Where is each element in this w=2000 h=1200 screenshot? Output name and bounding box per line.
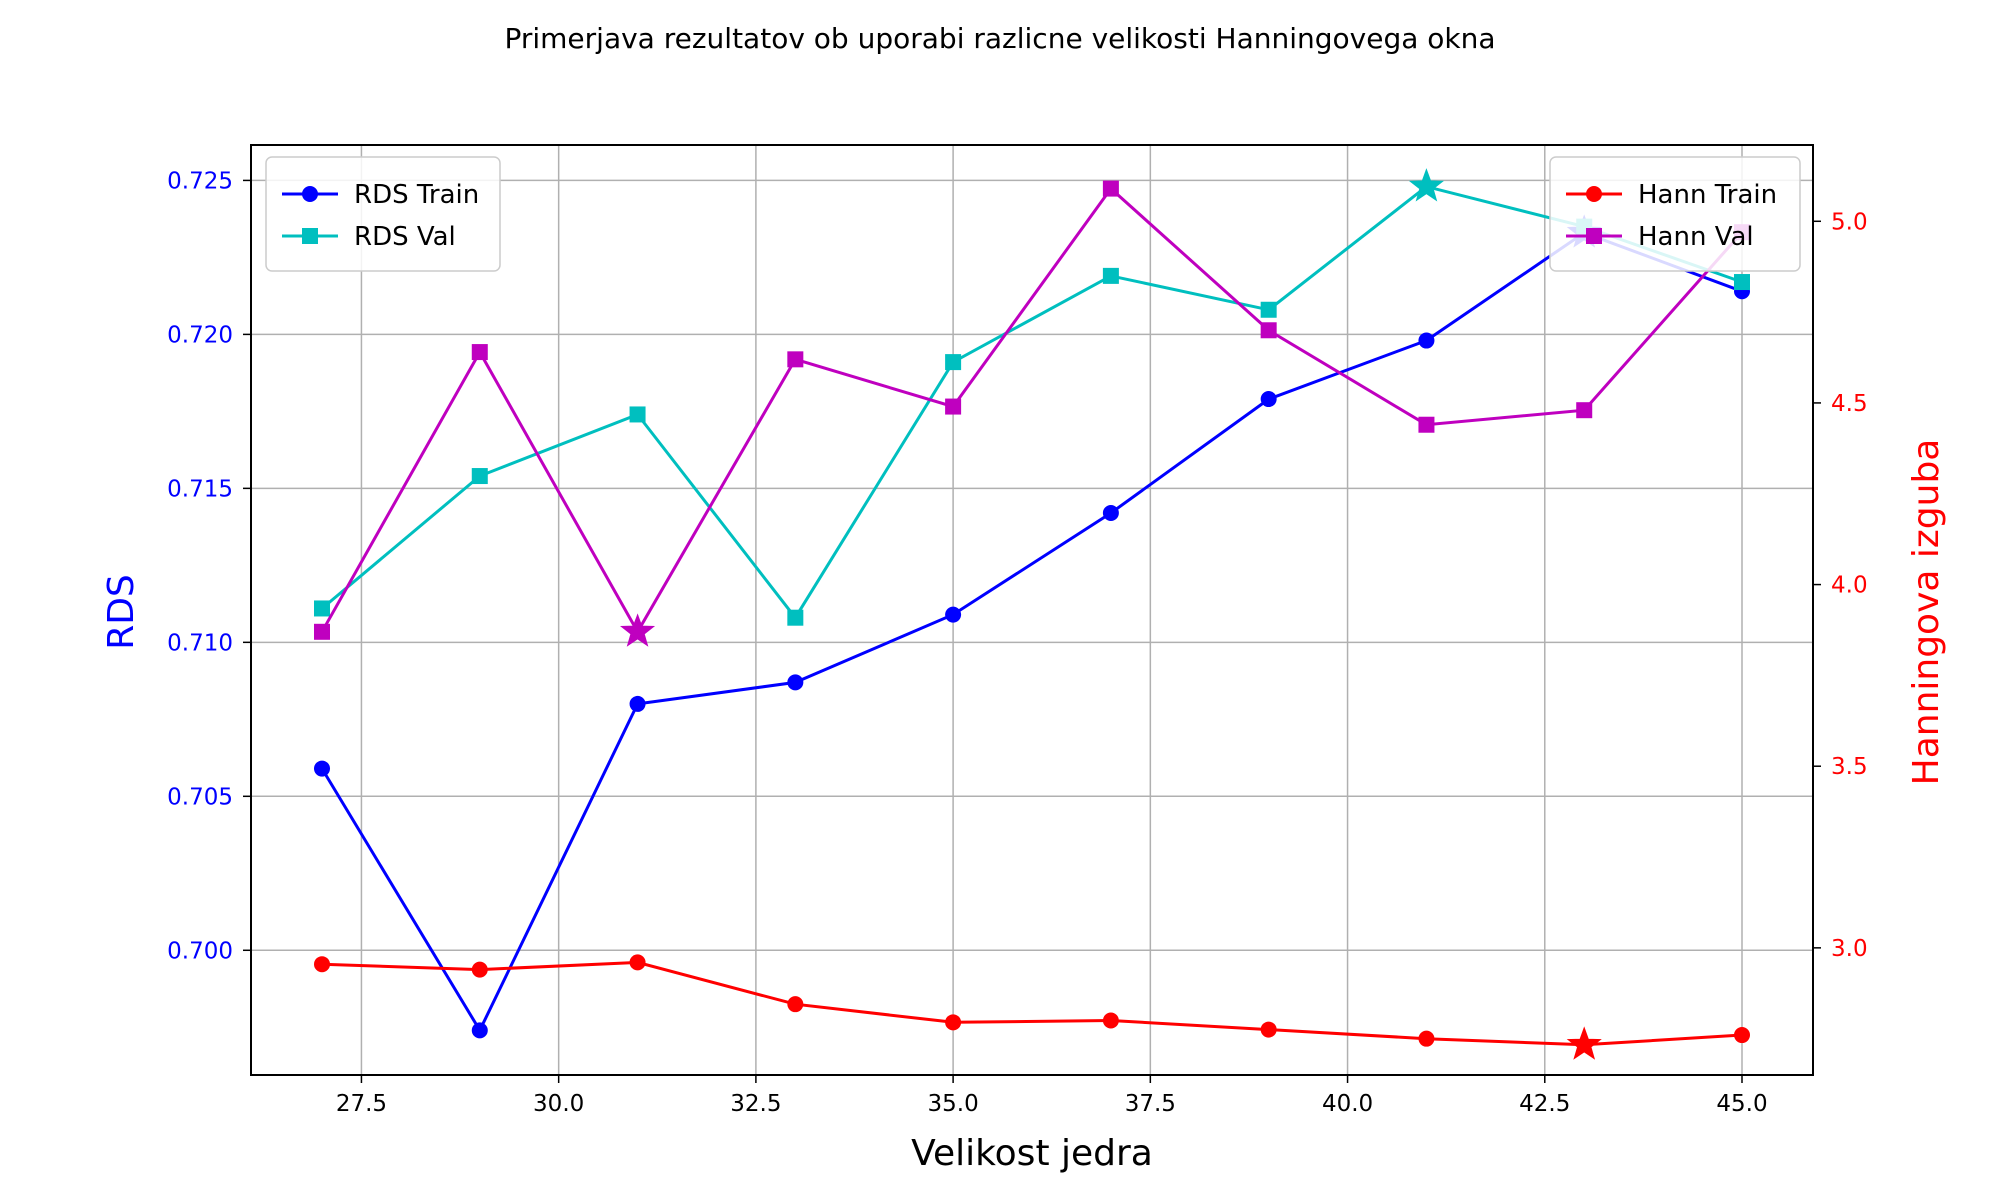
series-line [320,186,1744,635]
legend-box [1549,156,1801,272]
legend-label: Hann Train [1638,180,1777,210]
data-point [787,351,804,368]
data-point [629,695,646,712]
data-point [471,344,488,361]
data-point [945,606,962,623]
data-point [1418,332,1435,349]
data-point [945,354,962,371]
x-tick-label: 27.5 [336,1091,387,1117]
y-tick-label-left: 0.705 [167,784,233,810]
data-point [1260,301,1277,318]
best-point-star [1408,168,1444,202]
legend-left: RDS Train RDS Val [265,156,501,272]
x-tick-label: 40.0 [1322,1091,1373,1117]
y-axis-label-right: Hanningova izguba [1906,439,1947,786]
legend-label: RDS Val [354,222,456,252]
x-axis-label: Velikost jedra [911,1133,1153,1174]
x-tick-label: 42.5 [1519,1091,1570,1117]
y-tick-label-right: 3.0 [1831,936,1868,962]
legend-item: RDS Val [282,222,456,252]
series-rds-val [314,168,1750,626]
legend-marker [302,228,318,244]
data-point [471,961,488,978]
x-tick-label: 35.0 [928,1091,979,1117]
legend-box [265,156,501,272]
x-tick-label: 32.5 [730,1091,781,1117]
data-point [1102,180,1119,197]
legend-item: RDS Train [282,180,479,210]
x-tick-label: 37.5 [1125,1091,1176,1117]
y-axis-label-left: RDS [101,574,142,650]
data-point [945,1014,962,1031]
chart-title: Primerjava rezultatov ob uporabi razlicn… [504,22,1495,55]
y-tick-label-left: 0.700 [167,938,233,964]
data-point [945,398,962,415]
series-hann-val [314,180,1750,647]
legend-marker [1586,228,1602,244]
y-tick-label-right: 3.5 [1831,754,1868,780]
legend-label: Hann Val [1638,222,1754,252]
data-point [1418,416,1435,433]
plot-frame [250,144,1814,1076]
y-tick-label-left: 0.710 [167,630,233,656]
y-tick-label-left: 0.715 [167,476,233,502]
data-point [1260,1021,1277,1038]
axes: 27.5 30.0 32.5 35.0 37.5 40.0 42.5 45.0 0.700 0.7… [167,168,1867,1117]
data-point [1734,1027,1750,1044]
y-tick-label-left: 0.725 [167,168,233,194]
series-hann-train [314,954,1750,1060]
legend-marker [1586,186,1602,202]
data-point [314,600,330,617]
data-point [1734,274,1750,291]
data-point [1260,322,1277,339]
best-point-star [620,613,656,647]
data-point [787,996,804,1013]
data-point [314,760,330,777]
legend-item: Hann Train [1566,180,1777,210]
best-point-star [1566,1026,1602,1060]
plot-area [314,168,1750,1060]
data-point [1102,504,1119,521]
y-tick-label-right: 4.0 [1831,573,1868,599]
x-tick-label: 30.0 [533,1091,584,1117]
data-point [314,623,330,640]
data-point [629,954,646,971]
legend-marker [302,186,318,202]
y-tick-label-right: 5.0 [1831,209,1868,235]
grid [251,145,1813,1075]
data-point [1102,267,1119,284]
data-point [1576,402,1593,419]
y-tick-label-left: 0.720 [167,322,233,348]
data-point [787,674,804,691]
legend-item: Hann Val [1566,222,1754,252]
data-point [471,1022,488,1039]
series-rds-train [314,214,1750,1039]
data-point [629,406,646,423]
data-point [1102,1012,1119,1029]
series-line [320,231,1743,1034]
data-point [787,609,804,626]
x-tick-label: 45.0 [1716,1091,1767,1117]
data-point [1418,1030,1435,1047]
data-point [1260,391,1277,408]
y-tick-label-right: 4.5 [1831,391,1868,417]
data-point [314,956,330,973]
data-point [471,468,488,485]
series-line [321,960,1743,1047]
series-line [321,184,1743,621]
legend-right: Hann Train Hann Val [1549,156,1801,272]
legend-label: RDS Train [354,180,479,210]
